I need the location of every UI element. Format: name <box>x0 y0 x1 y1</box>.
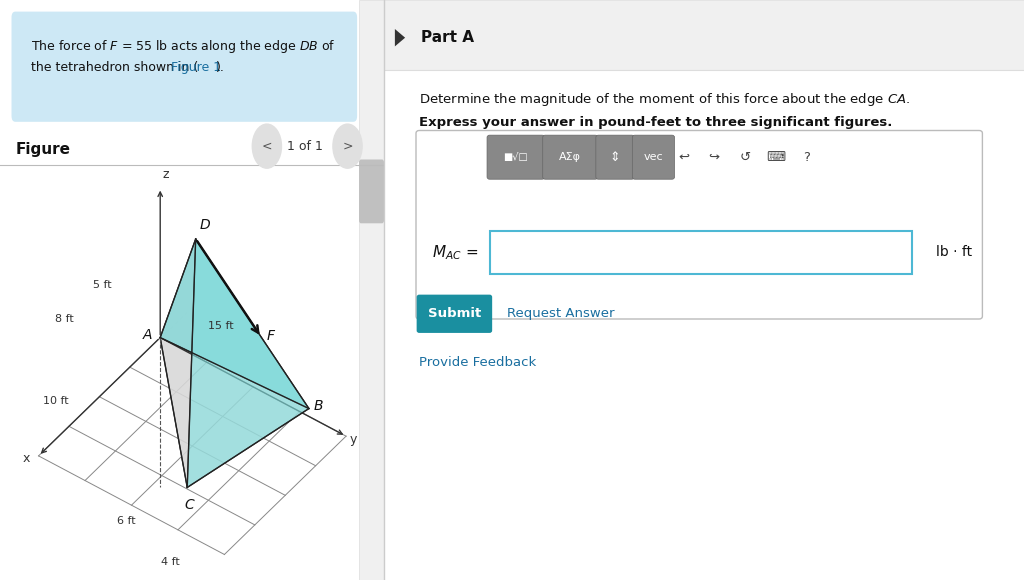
Text: ?: ? <box>803 151 810 164</box>
Text: The force of $F$ = 55 lb acts along the edge $DB$ of: The force of $F$ = 55 lb acts along the … <box>31 38 335 55</box>
Text: ↩: ↩ <box>678 151 689 164</box>
Text: ⇕: ⇕ <box>609 151 621 164</box>
Text: Express your answer in pound-feet to three significant figures.: Express your answer in pound-feet to thr… <box>419 116 893 129</box>
Text: ↺: ↺ <box>739 151 751 164</box>
Text: Request Answer: Request Answer <box>507 307 614 320</box>
Text: z: z <box>162 168 169 181</box>
Text: Part A: Part A <box>421 30 474 45</box>
Polygon shape <box>187 239 309 487</box>
Text: ↪: ↪ <box>709 151 720 164</box>
Text: ).: ). <box>216 61 224 74</box>
Text: $M_{AC}$ =: $M_{AC}$ = <box>432 243 478 262</box>
Text: vec: vec <box>644 152 664 162</box>
Text: Figure 1: Figure 1 <box>171 61 221 74</box>
FancyBboxPatch shape <box>632 135 675 179</box>
FancyBboxPatch shape <box>11 12 357 122</box>
Circle shape <box>333 124 362 168</box>
FancyBboxPatch shape <box>359 160 384 223</box>
Text: 8 ft: 8 ft <box>54 314 74 324</box>
Text: $F$: $F$ <box>266 329 276 343</box>
Polygon shape <box>395 29 406 46</box>
Text: $B$: $B$ <box>313 398 325 412</box>
Text: 1 of 1: 1 of 1 <box>288 140 324 153</box>
FancyBboxPatch shape <box>359 0 384 580</box>
FancyBboxPatch shape <box>489 231 912 274</box>
Text: >: > <box>342 140 353 153</box>
Text: Determine the magnitude of the moment of this force about the edge $CA$.: Determine the magnitude of the moment of… <box>419 91 910 108</box>
Text: 4 ft: 4 ft <box>161 557 180 567</box>
Text: ⌨: ⌨ <box>766 151 785 164</box>
Text: y: y <box>349 433 356 445</box>
Text: 5 ft: 5 ft <box>93 280 112 290</box>
FancyBboxPatch shape <box>384 0 1024 70</box>
Text: Provide Feedback: Provide Feedback <box>419 356 537 369</box>
Text: $D$: $D$ <box>199 218 211 232</box>
Text: lb · ft: lb · ft <box>936 245 972 259</box>
Text: 15 ft: 15 ft <box>208 321 233 331</box>
Text: ■√□: ■√□ <box>504 152 528 162</box>
FancyBboxPatch shape <box>417 295 493 333</box>
Text: AΣφ: AΣφ <box>559 152 582 162</box>
Text: <: < <box>261 140 272 153</box>
Text: 10 ft: 10 ft <box>43 396 69 405</box>
Polygon shape <box>160 338 309 487</box>
Text: 6 ft: 6 ft <box>117 516 136 526</box>
Polygon shape <box>160 239 309 408</box>
FancyBboxPatch shape <box>596 135 634 179</box>
Text: Figure: Figure <box>15 142 71 157</box>
Text: $C$: $C$ <box>184 498 197 512</box>
Text: $A$: $A$ <box>142 328 154 342</box>
FancyBboxPatch shape <box>543 135 598 179</box>
Polygon shape <box>160 239 196 487</box>
Text: the tetrahedron shown in (: the tetrahedron shown in ( <box>31 61 198 74</box>
Text: Submit: Submit <box>428 307 481 320</box>
FancyBboxPatch shape <box>487 135 545 179</box>
Circle shape <box>252 124 282 168</box>
Text: x: x <box>23 452 30 465</box>
FancyBboxPatch shape <box>416 130 982 319</box>
